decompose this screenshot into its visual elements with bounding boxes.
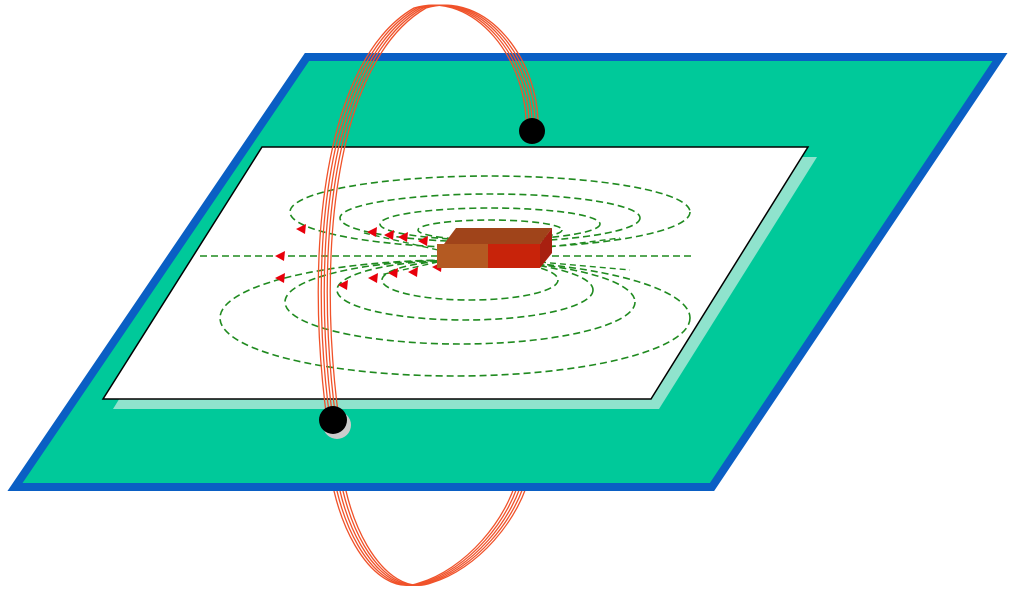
field-line	[289, 175, 691, 249]
field-line	[539, 261, 631, 271]
coil-wire	[338, 419, 532, 586]
coil-wire	[335, 419, 529, 586]
magnet-top-face	[444, 228, 552, 244]
field-arrow	[408, 267, 418, 277]
field-arrow	[296, 224, 306, 234]
coil-wire	[326, 419, 520, 586]
field-arrow	[275, 251, 285, 261]
coil-wire	[332, 419, 526, 586]
field-arrow	[384, 230, 394, 240]
bar-magnet	[437, 228, 552, 268]
field-arrow	[368, 273, 378, 283]
field-line	[284, 259, 636, 345]
field-arrow	[338, 280, 348, 290]
magnet-left-front-face	[437, 244, 488, 268]
field-line	[359, 231, 439, 251]
field-arrow	[388, 268, 398, 278]
field-arrow	[418, 236, 428, 246]
field-arrow	[367, 227, 377, 237]
terminal-bottom	[319, 406, 347, 434]
coil-back	[326, 419, 532, 586]
field-line	[417, 219, 563, 241]
field-line	[539, 237, 621, 249]
magnet-right-front-face	[488, 244, 540, 268]
coil-wire	[329, 419, 523, 586]
coil-wire	[320, 4, 530, 421]
magnet-side-face	[540, 228, 552, 268]
field-arrow	[275, 273, 285, 283]
field-arrow	[398, 232, 408, 242]
coil-wire	[317, 4, 527, 421]
coil-wire	[326, 4, 536, 421]
coil-front	[317, 4, 539, 421]
coil-wire	[323, 4, 533, 421]
coil-wire	[329, 4, 539, 421]
terminal-top	[519, 118, 545, 144]
